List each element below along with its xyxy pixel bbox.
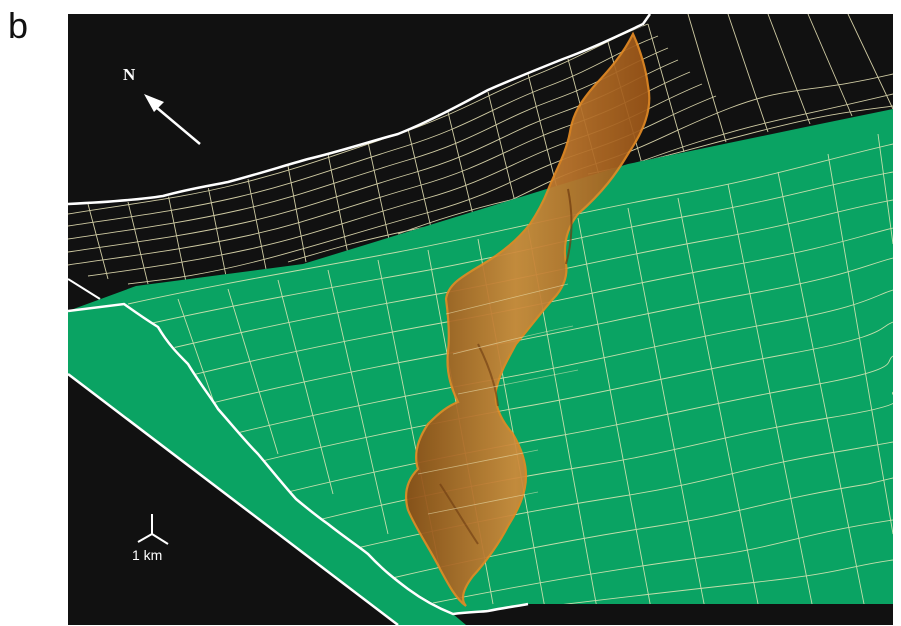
fault-plane: [404, 31, 651, 607]
upper-surface-outline: [68, 14, 652, 206]
upper-surface-edge: [68, 278, 101, 300]
fault-ridge: [477, 343, 499, 407]
north-label: N: [123, 65, 136, 84]
fault-ridge: [439, 483, 479, 545]
lower-surface-outline: [68, 302, 529, 616]
fault-ridge: [565, 188, 573, 265]
scale-bar-west: [137, 533, 153, 543]
scale-bar-east: [151, 533, 169, 545]
lower-surface-side: [68, 304, 466, 625]
scale-bar: 1 km: [132, 514, 169, 563]
north-arrow-head: [144, 94, 164, 112]
scene-svg: N 1 km: [68, 14, 893, 625]
north-arrow-shaft: [149, 101, 201, 145]
lower-block-edge: [68, 373, 399, 625]
fault-overlay-mesh: [417, 283, 579, 515]
figure-3d-view: N 1 km: [68, 14, 893, 625]
panel-label: b: [8, 5, 29, 46]
scale-label: 1 km: [132, 547, 162, 563]
north-arrow: N: [123, 65, 201, 145]
upper-surface-mesh: [68, 14, 893, 285]
